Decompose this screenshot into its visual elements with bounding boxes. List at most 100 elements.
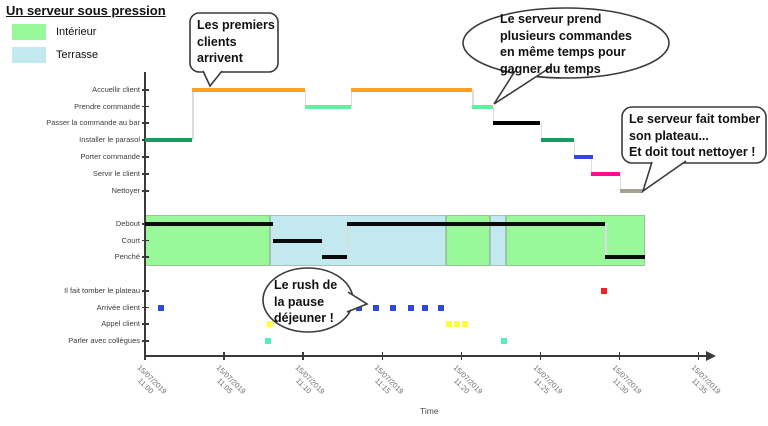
annotation-first-clients: Les premiers clients arrivent	[197, 18, 275, 65]
step-connector	[350, 90, 352, 107]
event-marker-arriv-e-client	[437, 304, 444, 311]
row-label: Debout	[115, 219, 140, 228]
y-tick	[141, 89, 149, 91]
row-label: Nettoyer	[111, 186, 140, 195]
event-marker-arriv-e-client	[157, 304, 164, 311]
x-tick-label: 15/07/2019 11:25	[531, 363, 576, 396]
step-connector	[347, 224, 349, 257]
x-tick	[460, 351, 463, 360]
y-tick	[141, 173, 149, 175]
x-tick	[302, 351, 304, 360]
activity-segment	[350, 88, 473, 92]
legend: Intérieur Terrasse	[12, 24, 98, 70]
x-tick	[539, 351, 542, 360]
y-tick	[141, 306, 149, 309]
y-tick	[141, 290, 149, 292]
x-tick-label: 15/07/2019 11:30	[610, 363, 655, 396]
step-connector	[304, 90, 307, 107]
legend-item-terrasse: Terrasse	[12, 47, 98, 63]
activity-segment	[145, 138, 193, 142]
event-marker-parler-avec-coll-gues	[501, 338, 508, 344]
event-marker-arriv-e-client	[390, 304, 397, 311]
x-tick-label-text: 15/07/2019 11:35	[689, 363, 723, 396]
legend-swatch-terrasse	[12, 47, 46, 63]
activity-segment	[619, 189, 644, 193]
x-tick-label: 15/07/2019 11:35	[689, 363, 734, 396]
row-label: Appel client	[101, 319, 140, 328]
y-tick	[141, 156, 149, 158]
activity-segment	[493, 121, 541, 125]
step-connector	[493, 106, 495, 123]
step-connector	[573, 140, 576, 157]
activity-segment	[591, 172, 620, 176]
activity-segment	[472, 104, 494, 109]
page-title: Un serveur sous pression	[6, 3, 166, 18]
event-marker-arriv-e-client	[372, 304, 379, 311]
event-marker-arriv-e-client	[355, 304, 362, 311]
legend-swatch-interieur	[12, 24, 46, 40]
x-tick-label-text: 15/07/2019 11:20	[452, 363, 485, 396]
event-marker-arriv-e-client	[407, 304, 414, 311]
location-band-terrasse	[489, 215, 506, 266]
x-tick-label: 15/07/2019 11:05	[215, 363, 259, 396]
event-marker-appel-client	[266, 321, 273, 327]
x-tick-label-text: 15/07/2019 11:10	[293, 363, 327, 396]
y-tick	[141, 340, 149, 342]
row-label: Court	[121, 235, 140, 245]
posture-segment	[273, 238, 323, 243]
posture-segment	[145, 222, 274, 226]
step-connector	[322, 240, 324, 257]
x-tick-label: 15/07/2019 11:15	[373, 363, 417, 396]
row-label: Il fait tomber le plateau	[64, 286, 140, 295]
x-axis-arrow	[706, 351, 716, 361]
row-label: Porter commande	[80, 152, 140, 161]
x-tick-label-text: 15/07/2019 11:30	[610, 363, 644, 396]
x-tick	[618, 351, 621, 360]
x-tick	[223, 351, 225, 360]
step-connector	[540, 123, 542, 140]
y-tick	[141, 105, 149, 108]
activity-segment	[192, 88, 305, 92]
x-tick-label-text: 15/07/2019 11:00	[135, 363, 169, 396]
x-tick	[144, 351, 146, 360]
row-label: Accuellir client	[92, 85, 140, 94]
step-connector	[605, 224, 607, 257]
row-label: Arrivée client	[96, 302, 140, 312]
posture-segment	[322, 255, 348, 259]
x-axis-title: Time	[420, 406, 439, 416]
step-connector	[273, 224, 275, 241]
row-label: Parler avec collègues	[68, 336, 140, 345]
x-tick-label: 15/07/2019 11:20	[452, 363, 496, 396]
x-axis	[144, 355, 708, 357]
row-label: Prendre commande	[74, 101, 140, 111]
activity-segment	[573, 155, 593, 159]
posture-segment	[347, 222, 606, 226]
row-label: Installer le parasol	[79, 135, 140, 144]
legend-label-terrasse: Terrasse	[56, 49, 99, 61]
y-tick	[141, 190, 149, 192]
x-tick-label-text: 15/07/2019 11:25	[531, 363, 565, 396]
event-marker-appel-client	[453, 321, 460, 327]
activity-segment	[540, 138, 574, 142]
y-tick	[141, 239, 149, 242]
annotation-lunch-rush: Le rush de la pause déjeuner !	[274, 278, 338, 325]
event-marker-parler-avec-coll-gues	[265, 338, 272, 344]
step-connector	[472, 90, 474, 107]
x-tick-label-text: 15/07/2019 11:05	[214, 363, 248, 396]
activity-segment	[304, 104, 351, 109]
event-marker-arriv-e-client	[422, 304, 428, 311]
step-connector	[591, 157, 593, 174]
annotation-dropped-tray: Le serveur fait tomber son plateau... Et…	[629, 112, 761, 159]
y-axis	[144, 72, 146, 356]
step-connector	[192, 90, 194, 140]
x-tick-label: 15/07/2019 11:00	[136, 363, 180, 396]
y-tick	[141, 122, 149, 124]
event-marker-appel-client	[445, 321, 452, 327]
x-tick	[381, 351, 384, 360]
row-label: Servir le client	[92, 169, 140, 178]
legend-item-interieur: Intérieur	[12, 24, 98, 40]
y-tick	[141, 323, 149, 325]
row-label: Penché	[114, 252, 140, 261]
y-tick	[141, 256, 149, 258]
